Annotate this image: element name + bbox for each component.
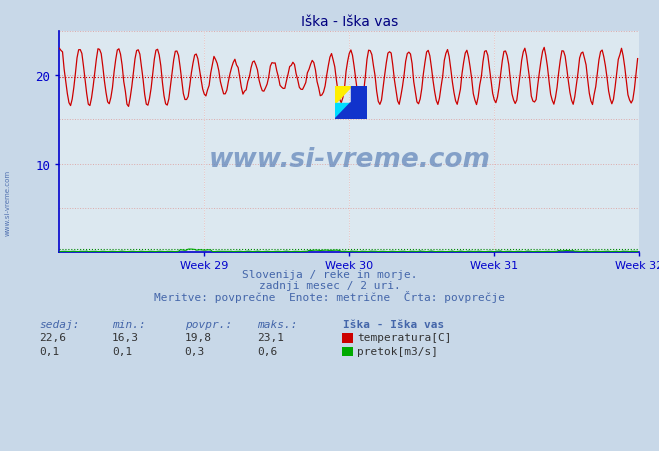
Text: Iška - Iška vas: Iška - Iška vas <box>343 319 444 329</box>
Text: temperatura[C]: temperatura[C] <box>357 332 451 342</box>
Text: 0,1: 0,1 <box>112 346 132 356</box>
Text: zadnji mesec / 2 uri.: zadnji mesec / 2 uri. <box>258 281 401 290</box>
Text: 0,3: 0,3 <box>185 346 205 356</box>
Title: Iška - Iška vas: Iška - Iška vas <box>301 15 398 29</box>
Text: 19,8: 19,8 <box>185 332 212 342</box>
Text: 22,6: 22,6 <box>40 332 67 342</box>
Text: min.:: min.: <box>112 319 146 329</box>
Text: 0,1: 0,1 <box>40 346 60 356</box>
Text: www.si-vreme.com: www.si-vreme.com <box>208 147 490 173</box>
Text: 16,3: 16,3 <box>112 332 139 342</box>
Text: 23,1: 23,1 <box>257 332 284 342</box>
Text: maks.:: maks.: <box>257 319 297 329</box>
Text: Slovenija / reke in morje.: Slovenija / reke in morje. <box>242 269 417 279</box>
Text: www.si-vreme.com: www.si-vreme.com <box>5 170 11 236</box>
Text: pretok[m3/s]: pretok[m3/s] <box>357 346 438 356</box>
Text: sedaj:: sedaj: <box>40 319 80 329</box>
Text: 0,6: 0,6 <box>257 346 277 356</box>
Text: Meritve: povprečne  Enote: metrične  Črta: povprečje: Meritve: povprečne Enote: metrične Črta:… <box>154 290 505 302</box>
Text: povpr.:: povpr.: <box>185 319 232 329</box>
